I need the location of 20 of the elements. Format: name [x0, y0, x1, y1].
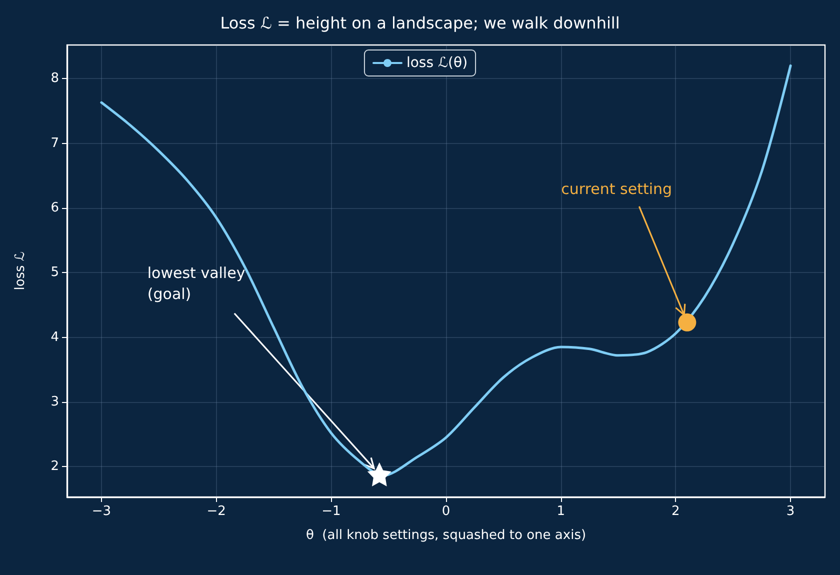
- y-tick-label: 2: [50, 459, 59, 474]
- annotation: current setting: [561, 180, 672, 198]
- y-axis-title: loss ℒ: [13, 252, 28, 290]
- x-tick-label: −1: [322, 504, 341, 519]
- annotation: lowest valley (goal): [147, 264, 246, 303]
- x-tick-label: −3: [92, 504, 112, 519]
- x-tick-label: −2: [206, 504, 226, 519]
- x-axis-title: θ (all knob settings, squashed to one axis): [306, 528, 586, 543]
- x-tick-label: 0: [442, 504, 450, 519]
- x-tick-label: 3: [786, 504, 795, 519]
- y-tick-label: 3: [50, 394, 59, 410]
- legend-label: loss ℒ(θ): [406, 55, 468, 71]
- y-tick-label: 6: [50, 200, 59, 216]
- y-tick-label: 5: [50, 265, 59, 280]
- y-tick-label: 4: [50, 330, 59, 345]
- chart-title: Loss ℒ = height on a landscape; we walk downhill: [220, 14, 620, 32]
- y-tick-label: 8: [50, 71, 59, 86]
- x-tick-label: 1: [556, 504, 565, 519]
- x-tick-label: 2: [672, 504, 680, 519]
- y-tick-label: 7: [50, 136, 59, 151]
